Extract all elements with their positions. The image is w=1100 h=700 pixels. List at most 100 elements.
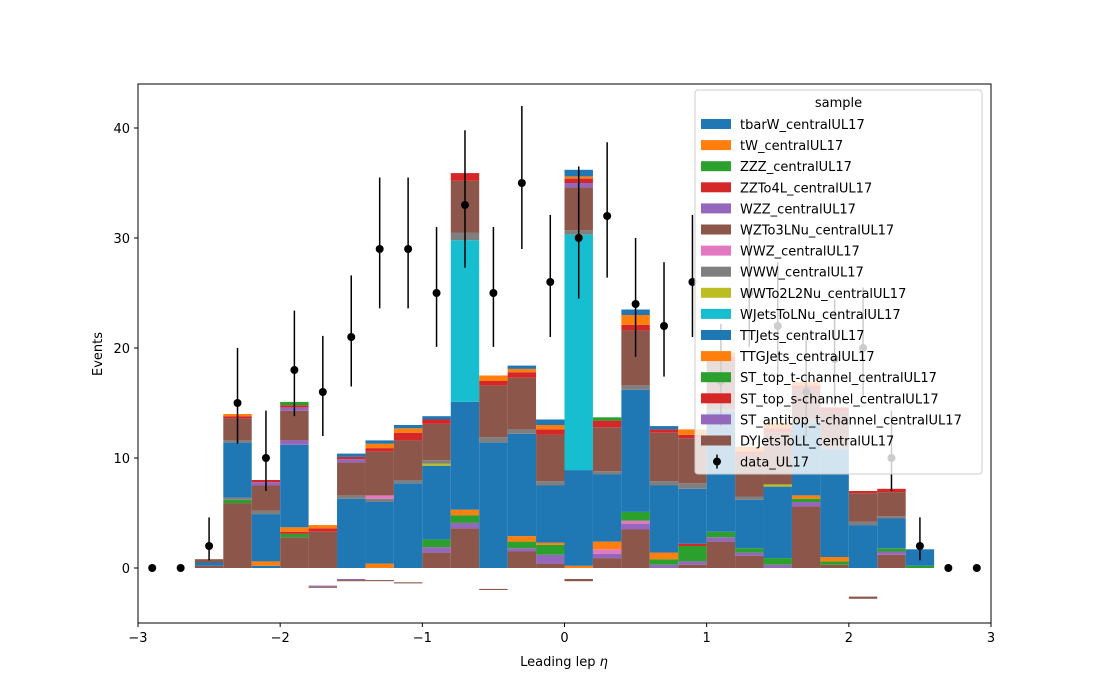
bar-segment bbox=[763, 484, 792, 487]
bar-segment bbox=[649, 481, 679, 486]
data-point bbox=[290, 366, 299, 374]
bar-segment bbox=[678, 546, 707, 562]
data-point bbox=[574, 234, 583, 242]
bar-segment bbox=[820, 564, 849, 568]
bar-segment bbox=[877, 548, 906, 552]
bar-segment bbox=[337, 462, 366, 496]
x-tick-label: 2 bbox=[845, 631, 853, 646]
legend-label: tW_centralUL17 bbox=[740, 139, 843, 154]
bar-segment bbox=[365, 448, 394, 452]
bar-segment bbox=[649, 559, 679, 565]
bar-segment bbox=[337, 453, 366, 457]
bar-segment bbox=[308, 525, 338, 529]
x-tick-label: 3 bbox=[987, 631, 995, 646]
legend-swatch bbox=[701, 224, 731, 235]
bar-segment bbox=[621, 389, 650, 512]
bar-segment bbox=[621, 511, 650, 521]
x-tick-label: −1 bbox=[413, 631, 432, 646]
legend-swatch bbox=[701, 435, 731, 446]
data-point bbox=[318, 388, 327, 396]
data-point bbox=[233, 399, 242, 407]
bar-segment bbox=[877, 516, 906, 519]
bar-segment bbox=[649, 426, 679, 430]
legend-swatch bbox=[701, 414, 731, 425]
legend-label: WWZ_centralUL17 bbox=[740, 245, 860, 260]
bar-segment bbox=[251, 514, 281, 562]
bar-segment bbox=[621, 520, 650, 524]
bar-segment bbox=[848, 491, 878, 494]
legend-label: DYJetsToLL_centralUL17 bbox=[740, 435, 894, 450]
data-point bbox=[148, 564, 157, 572]
bar-segment bbox=[337, 580, 366, 582]
data-point bbox=[944, 564, 953, 572]
x-axis-label: Leading lep η bbox=[520, 655, 608, 670]
legend-label: ZZTo4L_centralUL17 bbox=[740, 181, 872, 196]
bar-segment bbox=[280, 531, 309, 534]
data-point bbox=[972, 564, 981, 572]
bar-segment bbox=[365, 563, 394, 568]
bar-segment bbox=[337, 459, 366, 463]
x-tick-label: 0 bbox=[560, 631, 568, 646]
data-point bbox=[347, 333, 356, 341]
bar-segment bbox=[223, 442, 252, 498]
data-point bbox=[432, 289, 441, 297]
bar-segment bbox=[479, 385, 508, 438]
bar-segment bbox=[592, 417, 622, 421]
bar-segment bbox=[280, 537, 309, 568]
bar-segment bbox=[450, 515, 480, 523]
legend-title: sample bbox=[815, 96, 862, 111]
bar-segment bbox=[393, 432, 423, 441]
bar-segment bbox=[479, 442, 508, 568]
bar-segment bbox=[507, 377, 537, 430]
bar-segment bbox=[450, 522, 480, 529]
bar-segment bbox=[877, 551, 906, 555]
bar-segment bbox=[223, 499, 252, 504]
data-point bbox=[915, 542, 924, 550]
legend-label: data_UL17 bbox=[740, 456, 809, 471]
bar-segment bbox=[365, 502, 394, 564]
bar-segment bbox=[507, 551, 537, 568]
legend-swatch bbox=[701, 287, 731, 298]
bar-segment bbox=[194, 559, 224, 563]
legend-swatch bbox=[701, 140, 731, 151]
data-point bbox=[546, 278, 555, 286]
bar-segment bbox=[820, 557, 849, 562]
bar-segment bbox=[308, 528, 338, 532]
bar-segment bbox=[280, 533, 309, 538]
legend-label: ZZZ_centralUL17 bbox=[740, 160, 852, 175]
legend-label: WZZ_centralUL17 bbox=[740, 202, 856, 217]
legend-label: ST_antitop_t-channel_centralUL17 bbox=[740, 413, 962, 428]
data-point bbox=[517, 179, 526, 187]
bar-segment bbox=[877, 554, 906, 568]
bar-segment bbox=[592, 474, 622, 542]
bar-segment bbox=[592, 558, 622, 568]
bar-segment bbox=[479, 381, 508, 386]
bar-segment bbox=[791, 502, 821, 507]
bar-segment bbox=[763, 486, 792, 559]
legend-label: ST_top_s-channel_centralUL17 bbox=[740, 392, 939, 407]
bar-segment bbox=[678, 564, 707, 568]
bar-segment bbox=[365, 495, 394, 499]
legend-swatch bbox=[701, 308, 731, 319]
x-tick-label: 1 bbox=[703, 631, 711, 646]
legend-swatch bbox=[701, 393, 731, 404]
bar-segment bbox=[621, 385, 650, 390]
legend-swatch bbox=[701, 161, 731, 172]
bar-segment bbox=[536, 554, 565, 564]
bar-segment bbox=[251, 510, 281, 515]
y-axis: 0 10 20 30 40 bbox=[113, 122, 138, 577]
bar-segment bbox=[536, 485, 565, 543]
bar-segment bbox=[649, 552, 679, 560]
bar-segment bbox=[365, 451, 394, 496]
y-tick-label: 30 bbox=[113, 232, 130, 247]
bar-segment bbox=[621, 529, 650, 568]
data-point bbox=[489, 289, 498, 297]
legend-swatch bbox=[701, 351, 731, 362]
bar-segment bbox=[251, 565, 281, 568]
y-tick-label: 0 bbox=[122, 562, 130, 577]
bar-segment bbox=[592, 553, 622, 559]
bar-segment bbox=[479, 375, 508, 381]
bar-segment bbox=[365, 440, 394, 444]
data-point bbox=[205, 542, 214, 550]
